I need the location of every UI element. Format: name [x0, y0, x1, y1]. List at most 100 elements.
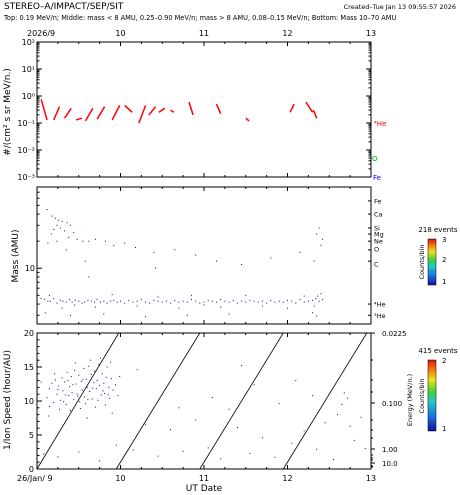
ion-speed-point [111, 412, 113, 414]
ion-speed-point [278, 403, 280, 405]
mass-point [295, 302, 297, 304]
mass-point [74, 304, 76, 306]
middle-events-count: 218 events [418, 226, 458, 234]
ion-speed-point [69, 386, 71, 388]
mass-point [132, 301, 134, 303]
ion-speed-point [57, 388, 59, 390]
bottom-plot-frame [36, 332, 372, 470]
middle-species-label: Si [374, 225, 380, 233]
mass-point [257, 301, 259, 303]
bottom-x-tick-labels: 26/Jan/ 9 10 11 12 13 [17, 474, 376, 483]
top-ylabel: #/(cm² s sr MeV/n.) [3, 68, 13, 156]
bottom-y-tick-label: 20 [24, 329, 34, 338]
mass-point [116, 301, 118, 303]
ion-speed-point [347, 397, 349, 399]
mass-point [312, 299, 314, 301]
ion-speed-point [89, 359, 91, 361]
mass-point [253, 300, 255, 302]
ion-speed-point [79, 408, 81, 409]
ion-speed-point [324, 422, 326, 424]
mass-point [224, 300, 226, 302]
mass-point [157, 296, 159, 298]
ion-speed-point [95, 388, 97, 390]
mass-point [110, 300, 111, 302]
ion-speed-point [40, 381, 42, 383]
top-axis-ticks [36, 41, 372, 178]
ion-speed-point [75, 383, 77, 385]
ion-speed-point [110, 361, 111, 363]
mass-point [174, 299, 176, 301]
mass-scatter-points [40, 209, 324, 318]
mass-point [149, 302, 151, 304]
ion-speed-point [99, 460, 101, 462]
mass-point [51, 215, 53, 217]
ion-speed-point [341, 403, 343, 405]
ion-speed-point [59, 399, 61, 401]
mass-point [245, 294, 247, 296]
mass-point [249, 299, 251, 301]
mass-point [195, 300, 197, 302]
he-flux-segment [96, 106, 106, 120]
top-plot-frame [36, 41, 372, 178]
mass-point [241, 300, 243, 302]
ion-speed-point [84, 396, 86, 398]
bottom-x-tick-label: 12 [282, 474, 292, 483]
mass-point [113, 299, 115, 301]
ion-speed-point [360, 416, 362, 418]
ion-speed-point [97, 399, 99, 401]
ion-speed-point [102, 390, 104, 392]
top-y-tick-label: 10⁻³ [17, 173, 35, 182]
mass-point [287, 307, 288, 309]
ion-speed-point [274, 456, 276, 458]
middle-species-label: ³He [374, 312, 386, 320]
mass-point [261, 300, 263, 302]
mass-point [270, 257, 272, 259]
middle-species-label: O [374, 245, 379, 253]
ion-speed-point [58, 385, 60, 387]
he-flux-segment [53, 106, 61, 121]
bottom-y-tick-label: 15 [24, 363, 34, 372]
mass-point [316, 233, 318, 235]
ion-speed-point [316, 448, 318, 450]
he-flux-segment [40, 99, 48, 121]
ion-speed-point [101, 373, 103, 375]
he-flux-segment [289, 103, 295, 113]
mass-point [236, 302, 238, 304]
top-x-tick-label: 13 [366, 29, 376, 38]
mass-point [56, 224, 58, 226]
mass-point [318, 300, 320, 302]
he-flux-segment [84, 107, 94, 122]
ion-speed-point [332, 459, 334, 460]
mass-point [47, 242, 49, 244]
mass-point [69, 224, 71, 226]
ion-speed-point [73, 399, 75, 401]
mass-point [211, 300, 213, 302]
ion-speed-point [103, 382, 105, 384]
mass-point [40, 298, 42, 300]
top-x-tick-label: 12 [282, 29, 292, 38]
he-flux-segment [111, 105, 121, 121]
mass-point [228, 301, 230, 303]
mass-point [203, 304, 205, 306]
ion-speed-point [112, 389, 114, 391]
ion-speed-point [178, 407, 180, 409]
mass-point [64, 230, 66, 232]
mass-point [320, 293, 322, 295]
ion-speed-point [80, 380, 82, 382]
energy-axis-label: Energy (MeV/n.) [406, 374, 414, 426]
ion-speed-point [236, 427, 238, 428]
mass-point [69, 298, 71, 300]
ion-speed-point [43, 453, 45, 455]
ion-speed-point [115, 444, 117, 446]
mass-point [82, 240, 84, 242]
energy-tick-label: 0.100 [382, 400, 402, 408]
bottom-x-tick-label: 10 [115, 474, 125, 483]
ion-speed-point [105, 404, 106, 406]
ion-speed-point [343, 392, 345, 394]
middle-species-label: C [374, 261, 379, 269]
mass-point [266, 302, 268, 304]
he-flux-series [40, 99, 318, 124]
mass-point [318, 227, 320, 229]
mass-point [69, 314, 71, 316]
mass-point [128, 299, 130, 301]
